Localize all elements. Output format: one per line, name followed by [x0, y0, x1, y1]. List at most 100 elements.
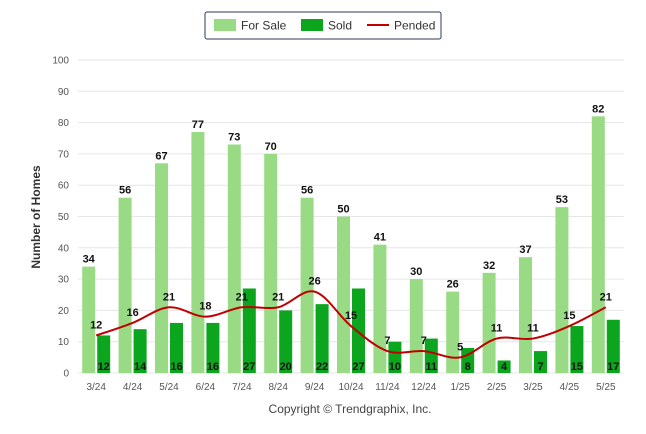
bar-sold: [606, 319, 620, 373]
y-tick-label: 90: [58, 87, 70, 98]
y-tick-label: 60: [58, 181, 70, 192]
label-pended: 11: [491, 323, 503, 335]
bar-for-sale: [300, 197, 314, 373]
label-for-sale: 34: [83, 254, 96, 266]
label-pended: 15: [345, 310, 357, 322]
y-tick-label: 0: [63, 369, 69, 380]
bar-sold: [97, 335, 111, 373]
label-sold: 27: [352, 361, 364, 373]
label-for-sale: 53: [556, 194, 568, 206]
x-tick-label: 9/24: [305, 382, 325, 393]
bar-sold: [170, 322, 183, 373]
label-for-sale: 70: [265, 141, 277, 153]
label-sold: 14: [134, 361, 147, 373]
legend: For Sale Sold Pended: [204, 11, 442, 40]
y-tick-label: 70: [58, 149, 70, 160]
bar-for-sale: [409, 279, 423, 373]
pended-line: [95, 290, 607, 359]
gridlines: [78, 59, 624, 374]
x-tick-label: 3/25: [523, 382, 543, 393]
label-for-sale: 37: [519, 244, 531, 256]
label-for-sale: 41: [374, 232, 386, 244]
data-labels: 3412561467167716732770205622502741103011…: [83, 103, 620, 373]
bar-sold: [206, 322, 220, 373]
label-for-sale: 50: [337, 204, 349, 216]
y-axis-ticks: 0 10 20 30 40 50 60 70 80 90 100: [52, 56, 69, 380]
label-sold: 15: [571, 361, 583, 373]
y-tick-label: 40: [58, 243, 70, 254]
y-tick-label: 100: [52, 56, 69, 67]
label-pended: 15: [563, 310, 575, 322]
x-tick-label: 6/24: [196, 382, 216, 393]
y-tick-label: 10: [58, 337, 70, 348]
x-tick-label: 8/24: [268, 382, 288, 393]
label-pended: 7: [421, 335, 427, 347]
label-sold: 17: [607, 361, 619, 373]
label-for-sale: 30: [410, 266, 422, 278]
x-axis-ticks: 3/24 4/24 5/24 6/24 7/24 8/24 9/24 10/24 11/24 12…: [86, 382, 616, 393]
label-sold: 16: [207, 361, 219, 373]
bars: [82, 116, 620, 373]
label-sold: 27: [243, 361, 255, 373]
y-tick-label: 20: [58, 306, 70, 317]
x-tick-label: 5/24: [159, 382, 179, 393]
label-pended: 26: [308, 276, 320, 288]
bar-for-sale: [82, 266, 96, 373]
label-pended: 21: [236, 291, 248, 303]
x-tick-label: 4/25: [560, 382, 580, 393]
legend-swatch: [214, 19, 236, 31]
x-tick-label: 4/24: [123, 382, 143, 393]
legend-label: For Sale: [241, 19, 287, 33]
x-tick-label: 7/24: [232, 382, 252, 393]
label-for-sale: 56: [301, 185, 313, 197]
label-sold: 8: [465, 361, 471, 373]
bar-sold: [352, 288, 365, 373]
x-tick-label: 12/24: [411, 382, 436, 393]
bar-for-sale: [555, 207, 569, 373]
bar-for-sale: [337, 216, 350, 373]
label-pended: 18: [199, 301, 211, 313]
y-axis-title: Number of Homes: [29, 165, 43, 269]
x-tick-label: 5/25: [596, 382, 616, 393]
y-tick-label: 50: [58, 212, 70, 223]
bar-for-sale: [227, 144, 241, 373]
bar-for-sale: [373, 244, 387, 373]
x-tick-label: 11/24: [375, 382, 400, 393]
label-pended: 7: [384, 335, 390, 347]
label-pended: 21: [163, 291, 175, 303]
x-tick-label: 10/24: [338, 382, 363, 393]
label-sold: 11: [425, 361, 437, 373]
bar-sold: [242, 288, 256, 373]
label-for-sale: 26: [447, 279, 459, 291]
bar-sold: [388, 341, 402, 373]
legend-swatch: [301, 19, 323, 31]
label-sold: 16: [170, 361, 182, 373]
bar-sold: [315, 304, 329, 373]
label-sold: 20: [280, 361, 292, 373]
bar-sold: [461, 347, 475, 373]
bar-sold: [534, 351, 547, 373]
label-pended: 5: [457, 341, 463, 353]
bar-sold: [497, 360, 511, 373]
bar-sold: [424, 338, 438, 373]
bar-for-sale: [446, 291, 460, 373]
label-sold: 12: [98, 361, 110, 373]
label-sold: 10: [389, 361, 401, 373]
bar-sold: [279, 310, 293, 373]
bar-for-sale: [191, 131, 205, 373]
bar-sold: [133, 329, 147, 373]
label-pended: 21: [272, 291, 284, 303]
label-for-sale: 82: [592, 103, 604, 115]
label-sold: 4: [501, 361, 508, 373]
legend-label: Pended: [394, 19, 435, 33]
label-for-sale: 32: [483, 260, 495, 272]
label-pended: 11: [527, 323, 539, 335]
y-tick-label: 30: [58, 275, 70, 286]
label-for-sale: 73: [228, 132, 240, 144]
legend-label: Sold: [328, 19, 352, 33]
bar-for-sale: [118, 197, 132, 373]
label-pended: 16: [126, 307, 138, 319]
label-pended: 21: [600, 291, 612, 303]
label-for-sale: 77: [192, 119, 204, 131]
